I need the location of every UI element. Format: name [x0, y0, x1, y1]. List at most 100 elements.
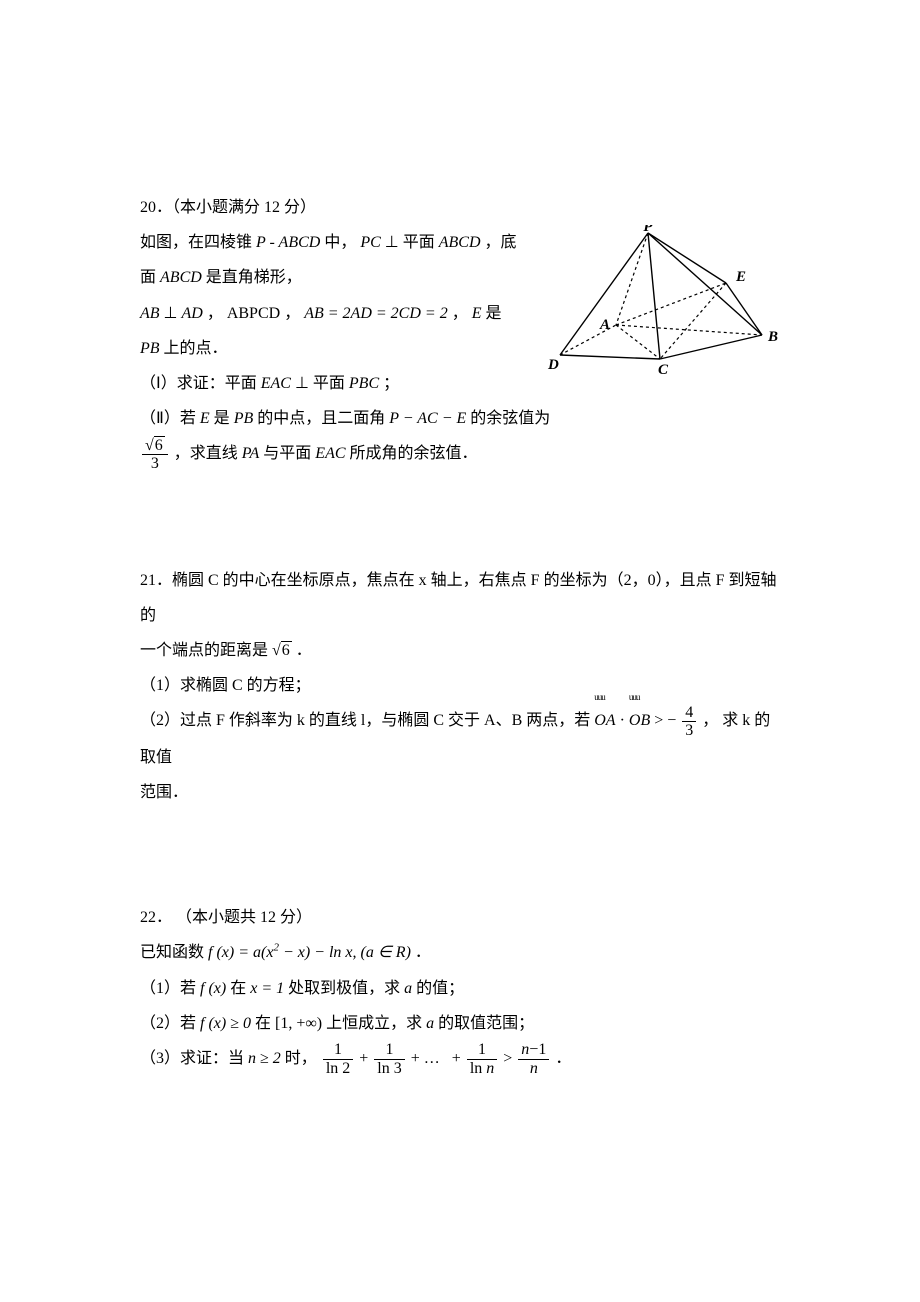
dot-icon: · [620, 712, 625, 729]
text: ， [207, 305, 223, 322]
den: n [486, 1060, 494, 1077]
text: （3）求证：当 [140, 1050, 244, 1067]
text: 一个端点的距离是 [140, 642, 268, 659]
text: 是 [486, 305, 502, 322]
text: （Ⅰ）求证：平面 [140, 375, 257, 392]
fraction: 1 ln n [467, 1041, 497, 1077]
math: [1, +∞) [275, 1015, 322, 1032]
plus-icon: + [359, 1050, 368, 1067]
fraction: √6 3 [142, 437, 168, 473]
problem-21: 21．椭圆 C 的中心在坐标原点，焦点在 x 轴上，右焦点 F 的坐标为（2，0… [140, 563, 780, 811]
math: EAC [315, 445, 345, 462]
math: ABCD [439, 234, 481, 251]
label-P: P [643, 225, 653, 235]
text: ． [415, 944, 431, 961]
num: 6 [154, 436, 165, 454]
text: 所成角的余弦值． [350, 445, 478, 462]
perp-icon: ⊥ [385, 234, 399, 251]
math: PBC [349, 375, 379, 392]
text: （1）若 [140, 980, 196, 997]
vec-label: OA [594, 712, 615, 729]
math: EAC [261, 375, 291, 392]
math: a [426, 1015, 434, 1032]
p22-q3: （3）求证：当 n ≥ 2 时， 1 ln 2 + 1 ln 3 + … + 1… [140, 1041, 780, 1077]
p20-figure: P E A B C D [540, 225, 780, 375]
math: n ≥ 2 [248, 1050, 281, 1067]
text: 平面 [313, 375, 345, 392]
math: AD [181, 305, 202, 322]
vector-OA: uuuOA [594, 703, 615, 738]
text: ； [383, 375, 399, 392]
num: 1 [323, 1041, 353, 1060]
math: f (x) [200, 980, 226, 997]
math: PB [234, 410, 254, 427]
problem-22: 22． （本小题共 12 分） 已知函数 f (x) = a(x2 − x) −… [140, 900, 780, 1077]
text: 处取到极值，求 [288, 980, 400, 997]
text: 平面 [403, 234, 435, 251]
p22-line1: 已知函数 f (x) = a(x2 − x) − ln x, (a ∈ R) ． [140, 935, 780, 970]
text: ， [284, 305, 300, 322]
math: PA [242, 445, 259, 462]
vector-OB: uuuOB [629, 703, 650, 738]
math: PC [360, 234, 380, 251]
text: 如图，在四棱锥 [140, 234, 252, 251]
p21-line2: 一个端点的距离是 √6 ． [140, 633, 780, 668]
fraction: 4 3 [682, 704, 696, 740]
math: AB = 2AD = 2CD = 2 [304, 305, 448, 322]
text: 中， [324, 234, 356, 251]
math: ABPCD [227, 305, 280, 322]
label-C: C [658, 362, 669, 375]
p22-q2: （2）若 f (x) ≥ 0 在 [1, +∞) 上恒成立，求 a 的取值范围； [140, 1006, 780, 1041]
den: 3 [142, 455, 168, 473]
num: 4 [682, 704, 696, 723]
text: 的中点，且二面角 [257, 410, 385, 427]
math: ABCD [160, 269, 202, 286]
text: （Ⅱ）若 [140, 410, 196, 427]
text: （2）若 [140, 1015, 196, 1032]
text: 在 [230, 980, 246, 997]
den: ln 3 [374, 1060, 404, 1078]
pyramid-diagram: P E A B C D [540, 225, 780, 375]
p21-q2: （2）过点 F 作斜率为 k 的直线 l，与椭圆 C 交于 A、B 两点，若 u… [140, 703, 780, 775]
text: 的余弦值为 [470, 410, 550, 427]
den: n [518, 1060, 549, 1078]
math: a [404, 980, 412, 997]
text: 上的点． [164, 340, 228, 357]
text: ，求直线 [174, 445, 238, 462]
text: 已知函数 [140, 944, 204, 961]
text: 是直角梯形， [206, 269, 302, 286]
math: f (x) ≥ 0 [200, 1015, 251, 1032]
math: x = 1 [250, 980, 284, 997]
num: −1 [529, 1041, 546, 1058]
fraction: 1 ln 3 [374, 1041, 404, 1077]
math: PB [140, 340, 160, 357]
num: 1 [467, 1041, 497, 1060]
text: ． [296, 642, 312, 659]
p20-q3: √6 3 ，求直线 PA 与平面 EAC 所成角的余弦值． [140, 436, 780, 472]
den: 3 [682, 722, 696, 740]
problem-20: 20．（本小题满分 12 分） P E [140, 190, 780, 473]
den: ln [470, 1060, 482, 1077]
plus-icon: + [411, 1050, 420, 1067]
fraction: 1 ln 2 [323, 1041, 353, 1077]
text: 的取值范围； [438, 1015, 534, 1032]
math: P − AC − E [389, 410, 466, 427]
dots-icon: … [424, 1050, 440, 1067]
text: 是 [214, 410, 230, 427]
label-E: E [735, 269, 746, 285]
p22-q1: （1）若 f (x) 在 x = 1 处取到极值，求 a 的值； [140, 971, 780, 1006]
p21-line1: 21．椭圆 C 的中心在坐标原点，焦点在 x 轴上，右焦点 F 的坐标为（2，0… [140, 563, 780, 633]
p20-q2: （Ⅱ）若 E 是 PB 的中点，且二面角 P − AC − E 的余弦值为 [140, 401, 780, 436]
label-D: D [547, 357, 559, 373]
math: P - ABCD [256, 234, 320, 251]
math: E [472, 305, 482, 322]
den: ln 2 [323, 1060, 353, 1078]
math: f (x) = a(x2 − x) − ln x, (a ∈ R) [208, 944, 411, 961]
perp-icon: ⊥ [295, 375, 309, 392]
text: ， [452, 305, 468, 322]
neg-icon: − [667, 712, 676, 729]
label-A: A [599, 317, 610, 333]
text: 上恒成立，求 [326, 1015, 422, 1032]
gt-icon: > [654, 712, 663, 729]
num: 1 [374, 1041, 404, 1060]
